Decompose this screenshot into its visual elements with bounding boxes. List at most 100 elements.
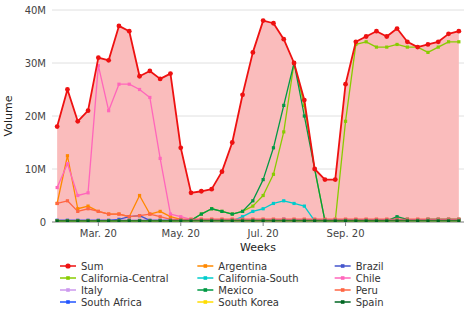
point — [251, 210, 254, 213]
point — [169, 219, 172, 222]
legend-label: South Africa — [81, 297, 142, 308]
point — [96, 55, 101, 60]
point — [159, 210, 162, 213]
point — [292, 61, 295, 64]
point — [76, 219, 79, 222]
point — [117, 212, 120, 215]
point — [241, 219, 244, 222]
point — [303, 219, 306, 222]
point — [354, 219, 357, 222]
point — [344, 219, 347, 222]
point — [179, 219, 182, 222]
point — [292, 219, 295, 222]
point — [395, 219, 398, 222]
point — [313, 219, 316, 222]
point — [86, 219, 89, 222]
point — [200, 219, 203, 222]
point — [303, 219, 306, 222]
point — [230, 140, 235, 145]
point — [447, 40, 450, 43]
point — [231, 219, 234, 222]
legend-label: Spain — [356, 297, 384, 308]
x-tick — [345, 222, 346, 226]
point — [272, 219, 275, 222]
y-axis-label: Volume — [2, 95, 15, 136]
point — [128, 83, 131, 86]
point — [107, 219, 110, 222]
point — [107, 109, 110, 112]
point — [97, 219, 100, 222]
series — [56, 40, 461, 222]
point — [189, 219, 192, 222]
point — [86, 219, 89, 222]
x-tick-label: Sep. 20 — [327, 228, 365, 239]
legend-label: Argentina — [218, 261, 267, 272]
point — [220, 210, 223, 213]
point — [86, 108, 91, 113]
point — [138, 219, 141, 222]
point — [66, 219, 69, 222]
point — [55, 124, 60, 129]
point — [406, 46, 409, 49]
point — [241, 210, 244, 213]
point — [128, 219, 131, 222]
point — [66, 219, 69, 222]
point — [313, 219, 316, 222]
point — [56, 202, 59, 205]
point — [97, 219, 100, 222]
point — [344, 120, 347, 123]
point — [457, 40, 460, 43]
series — [56, 61, 461, 222]
legend-marker — [204, 264, 208, 268]
point — [416, 219, 419, 222]
y-tick-label: 10M — [25, 164, 46, 175]
point — [117, 219, 120, 222]
point — [303, 205, 306, 208]
point — [272, 173, 275, 176]
point — [344, 219, 347, 222]
point — [148, 219, 151, 222]
point — [128, 215, 131, 218]
point — [138, 219, 141, 222]
point — [333, 177, 338, 182]
point — [272, 219, 275, 222]
point — [56, 219, 59, 222]
point — [312, 167, 317, 172]
point — [220, 219, 223, 222]
grid-line — [52, 10, 464, 11]
point — [437, 219, 440, 222]
point — [169, 219, 172, 222]
point — [117, 219, 120, 222]
series-line — [57, 220, 459, 221]
series — [55, 18, 462, 195]
point — [97, 210, 100, 213]
point — [138, 194, 141, 197]
point — [416, 219, 419, 222]
point — [334, 219, 337, 222]
point — [138, 219, 141, 222]
point — [210, 219, 213, 222]
point — [365, 219, 368, 222]
point — [375, 219, 378, 222]
y-tick-label: 30M — [25, 58, 46, 69]
legend-label: Sum — [81, 261, 103, 272]
point — [200, 219, 203, 222]
point — [375, 219, 378, 222]
point — [405, 39, 410, 44]
point — [395, 26, 400, 31]
point — [251, 219, 254, 222]
point — [323, 219, 326, 222]
point — [416, 219, 419, 222]
point — [447, 219, 450, 222]
point — [395, 219, 398, 222]
point — [416, 219, 419, 222]
series — [56, 199, 461, 221]
point — [148, 212, 151, 215]
point — [56, 202, 59, 205]
point — [117, 219, 120, 222]
point — [210, 219, 213, 222]
point — [210, 219, 213, 222]
point — [210, 219, 213, 222]
point — [128, 219, 131, 222]
point — [56, 219, 59, 222]
